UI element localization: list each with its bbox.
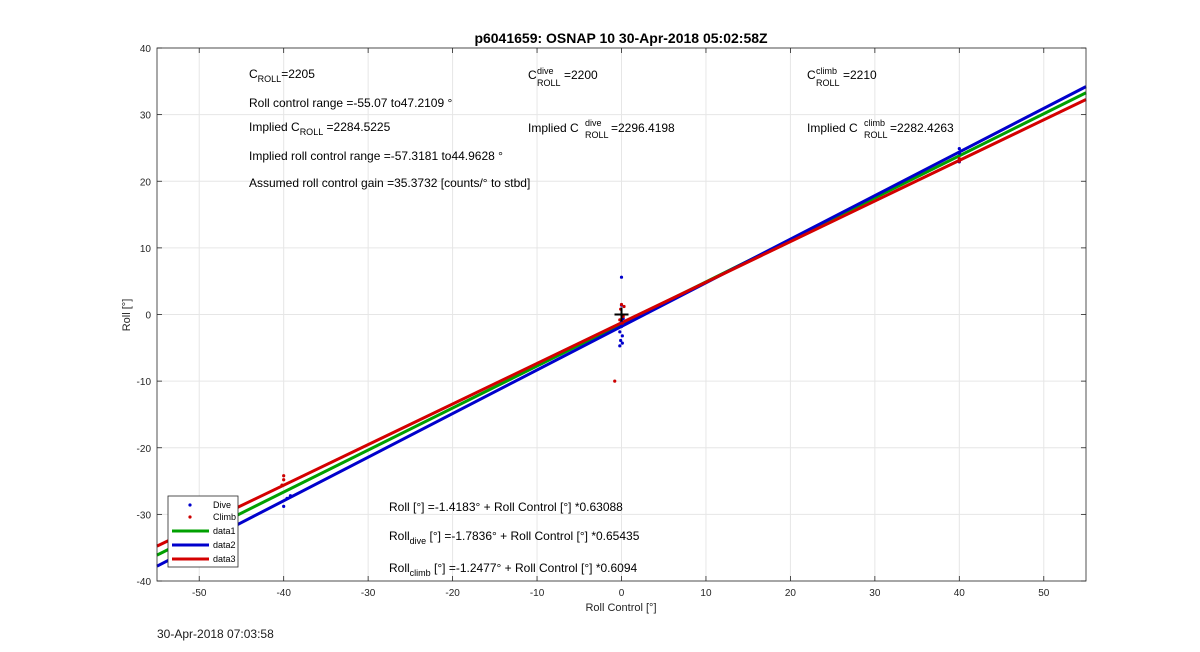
x-tick-label: -30 <box>361 588 376 599</box>
y-tick-label: 40 <box>140 44 152 55</box>
y-ticks: -40 -30 -20 -10 0 10 20 30 40 <box>137 44 1086 588</box>
x-tick-label: 30 <box>869 588 881 599</box>
point-dive <box>618 330 622 334</box>
annotation-implied-c-roll: Implied CROLL =2284.5225 <box>249 120 391 137</box>
point-climb <box>622 304 626 309</box>
chart-title: p6041659: OSNAP 10 30-Apr-2018 05:02:58Z <box>474 30 768 46</box>
point-climb <box>619 302 624 307</box>
y-tick-label: 10 <box>140 244 152 255</box>
x-ticks: -50 -40 -30 -20 -10 0 10 20 30 40 50 <box>192 48 1050 599</box>
annotation-c-roll-dive: C <box>528 68 537 82</box>
y-tick-label: -40 <box>137 577 152 588</box>
legend-climb-label: Climb <box>213 512 236 522</box>
annotation-fit-all: Roll [°] =-1.4183° + Roll Control [°] *0… <box>389 500 623 514</box>
annotation-c-roll-climb-sup: climb <box>816 66 837 76</box>
annotation-implied-c-roll-dive: Implied C <box>528 121 579 135</box>
point-dive <box>619 338 623 343</box>
y-tick-label: -30 <box>137 510 152 521</box>
x-axis-label: Roll Control [°] <box>585 602 656 614</box>
point-dive <box>619 275 624 279</box>
footer-timestamp: 30-Apr-2018 07:03:58 <box>157 627 274 641</box>
legend-climb-marker <box>188 515 192 519</box>
y-axis-label: Roll [°] <box>121 299 133 332</box>
point-climb <box>957 159 961 163</box>
legend-dive-label: Dive <box>213 500 231 510</box>
y-tick-label: -20 <box>137 444 152 455</box>
annotation-c-roll-dive-sub: ROLL <box>537 78 561 88</box>
origin-marker <box>614 307 629 322</box>
y-tick-label: 30 <box>140 111 152 122</box>
point-dive <box>282 504 286 508</box>
x-tick-label: -10 <box>530 588 545 599</box>
point-dive <box>957 147 961 151</box>
point-dive <box>620 334 624 338</box>
legend: Dive Climb data1 data2 data3 <box>167 495 239 568</box>
annotation-c-roll-dive-value: =2200 <box>564 68 598 82</box>
annotation-implied-c-roll-climb-value: =2282.4263 <box>890 121 954 135</box>
annotation-roll-control-range: Roll control range =-55.07 to47.2109 ° <box>249 96 452 110</box>
point-dive <box>285 496 289 500</box>
x-tick-label: -40 <box>276 588 291 599</box>
y-tick-label: -10 <box>137 377 152 388</box>
annotation-c-roll: CROLL=2205 <box>249 67 315 84</box>
annotation-implied-c-roll-dive-sub: ROLL <box>585 130 609 140</box>
x-tick-label: 50 <box>1038 588 1050 599</box>
annotation-implied-c-roll-dive-value: =2296.4198 <box>611 121 675 135</box>
annotation-fit-climb: Rollclimb [°] =-1.2477° + Roll Control [… <box>389 561 638 578</box>
x-tick-label: 20 <box>785 588 797 599</box>
annotation-assumed-gain: Assumed roll control gain =35.3732 [coun… <box>249 176 530 190</box>
point-climb <box>280 483 284 487</box>
y-tick-label: 20 <box>140 177 152 188</box>
x-tick-label: -50 <box>192 588 207 599</box>
point-dive <box>957 151 961 155</box>
annotation-c-roll-climb: C <box>807 68 816 82</box>
point-climb <box>620 321 624 325</box>
point-climb <box>282 474 286 478</box>
point-dive <box>288 494 293 498</box>
legend-dive-marker <box>188 503 192 507</box>
annotation-implied-c-roll-climb: Implied C <box>807 121 858 135</box>
annotation-implied-c-roll-climb-sub: ROLL <box>864 130 888 140</box>
y-tick-label: 0 <box>145 311 151 322</box>
annotation-c-roll-climb-sub: ROLL <box>816 78 840 88</box>
x-tick-label: 40 <box>954 588 966 599</box>
legend-data3-label: data3 <box>213 554 236 564</box>
annotation-implied-c-roll-climb-sup: climb <box>864 118 885 128</box>
annotation-fit-dive: Rolldive [°] =-1.7836° + Roll Control [°… <box>389 529 640 546</box>
data-points <box>280 147 961 508</box>
point-dive <box>620 341 624 345</box>
x-tick-label: 0 <box>619 588 625 599</box>
annotation-implied-c-roll-dive-sup: dive <box>585 118 602 128</box>
point-dive <box>619 324 624 329</box>
point-dive <box>618 344 622 348</box>
point-climb <box>282 478 286 482</box>
annotation-implied-roll-control-range: Implied roll control range =-57.3181 to4… <box>249 149 503 163</box>
x-tick-label: 10 <box>700 588 712 599</box>
point-climb <box>957 156 961 161</box>
legend-data1-label: data1 <box>213 526 236 536</box>
x-tick-label: -20 <box>445 588 460 599</box>
annotation-c-roll-climb-value: =2210 <box>843 68 877 82</box>
annotation-c-roll-dive-sup: dive <box>537 66 554 76</box>
point-climb <box>613 379 617 383</box>
legend-data2-label: data2 <box>213 540 236 550</box>
